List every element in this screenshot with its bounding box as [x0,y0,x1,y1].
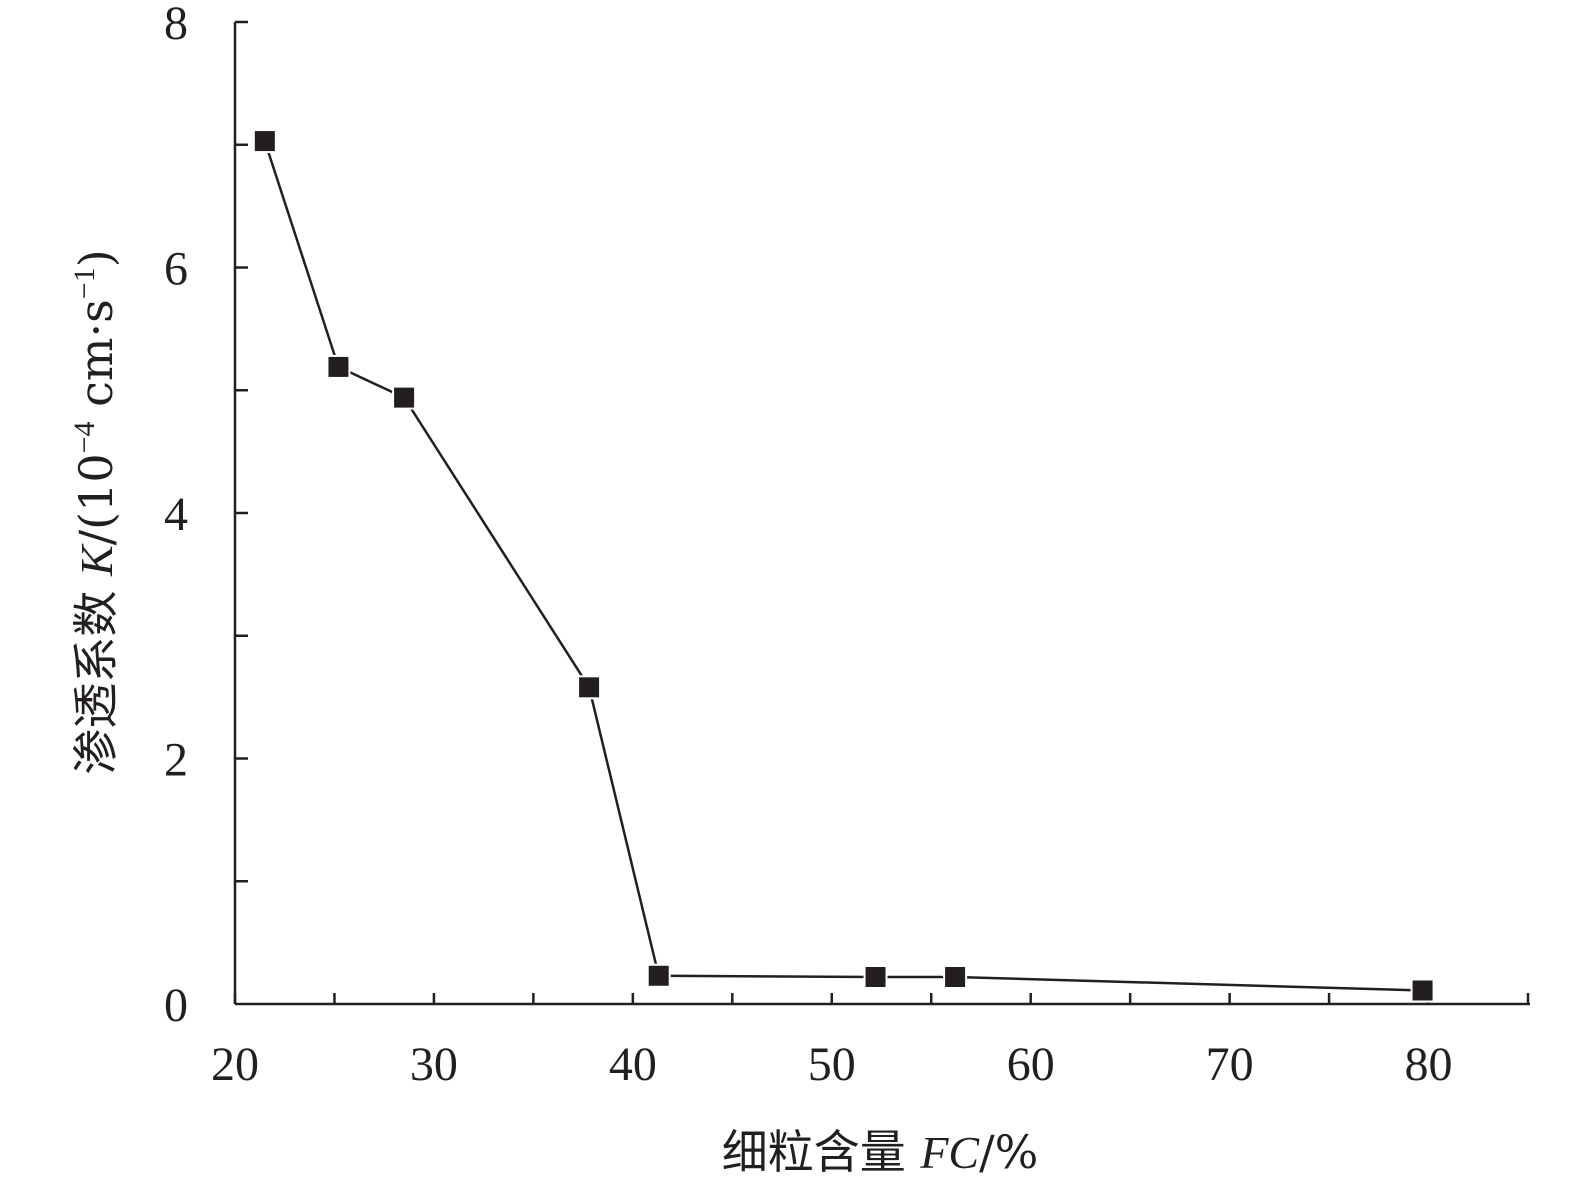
x-tick-label: 50 [808,1038,856,1091]
data-point [326,354,351,379]
y-axis-title-suffix: ) [69,249,123,267]
data-point [863,964,888,989]
y-tick-label: 6 [164,243,188,296]
x-tick-label: 60 [1007,1038,1055,1091]
x-axis-title-prefix: 细粒含量 [722,1125,921,1179]
y-tick-label: 8 [164,0,188,50]
series-line [263,140,1423,992]
x-tick-label: 30 [410,1038,458,1091]
y-axis-title-mid2: cm·s [69,299,123,421]
data-point [252,129,277,154]
ticks [233,20,1530,1004]
y-axis-title-sup2: −1 [68,267,101,299]
x-axis-title: 细粒含量 FC/% [722,1125,1039,1179]
axes [233,22,1530,1006]
data-point [392,385,417,410]
series [252,129,1435,1003]
data-point [1410,978,1435,1003]
y-axis-title-prefix: 渗透系数 [69,576,123,775]
x-axis-title-unit: /% [979,1125,1038,1179]
data-point [646,963,671,988]
x-tick-label: 20 [211,1038,259,1091]
y-axis-title-var: K [71,543,122,577]
tick-labels: 0 2 4 6 8 20 30 40 50 60 70 80 [164,0,1453,1091]
x-tick-label: 40 [609,1038,657,1091]
x-tick-label: 80 [1405,1038,1453,1091]
y-tick-label: 0 [164,979,188,1032]
y-tick-label: 4 [164,488,188,541]
data-point [577,675,602,700]
y-axis-title: 渗透系数 K/(10−4 cm·s−1) [68,249,123,774]
y-tick-label: 2 [164,734,188,787]
y-axis-title-mid: /(10 [69,453,123,545]
y-axis-title-sup1: −4 [68,421,101,453]
x-tick-label: 70 [1206,1038,1254,1091]
x-axis-title-var: FC [919,1127,980,1178]
data-point [943,964,968,989]
